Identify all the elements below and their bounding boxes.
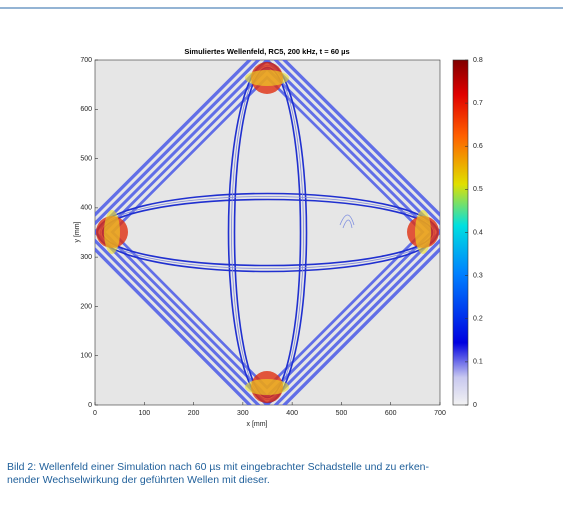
y-tick-label: 500 (80, 155, 92, 162)
y-tick-label: 0 (88, 402, 92, 409)
caption-line: Bild 2: Wellenfeld einer Simulation nach… (7, 461, 430, 473)
y-tick-label: 600 (80, 106, 92, 113)
x-tick-label: 300 (237, 410, 249, 417)
colorbar-tick-label: 0.3 (473, 272, 483, 279)
x-tick-label: 700 (434, 410, 446, 417)
x-tick-label: 600 (385, 410, 397, 417)
colorbar-tick-label: 0.7 (473, 100, 483, 107)
caption-line: nender Wechselwirkung der geführten Well… (7, 474, 270, 486)
y-axis-label: y [mm] (74, 221, 81, 242)
x-tick-label: 500 (336, 410, 348, 417)
x-tick-label: 400 (286, 410, 298, 417)
page: Simuliertes Wellenfeld, RC5, 200 kHz, t … (0, 0, 563, 532)
x-axis-label: x [mm] (247, 421, 268, 428)
y-tick-label: 300 (80, 254, 92, 261)
plot-area (95, 60, 440, 405)
colorbar-tick-label: 0.1 (473, 359, 483, 366)
y-tick-label: 200 (80, 303, 92, 310)
y-tick-label: 400 (80, 205, 92, 212)
colorbar-tick-label: 0 (473, 402, 477, 409)
colorbar-tick-label: 0.5 (473, 186, 483, 193)
figure-title: Simuliertes Wellenfeld, RC5, 200 kHz, t … (184, 47, 349, 56)
y-tick-label: 100 (80, 353, 92, 360)
x-tick-label: 100 (138, 410, 150, 417)
colorbar-tick-label: 0.8 (473, 57, 483, 64)
x-tick-label: 0 (93, 410, 97, 417)
colorbar-tick-label: 0.4 (473, 229, 483, 236)
x-tick-label: 200 (188, 410, 200, 417)
colorbar-tick-label: 0.6 (473, 143, 483, 150)
colorbar-tick-label: 0.2 (473, 316, 483, 323)
y-tick-label: 700 (80, 57, 92, 64)
